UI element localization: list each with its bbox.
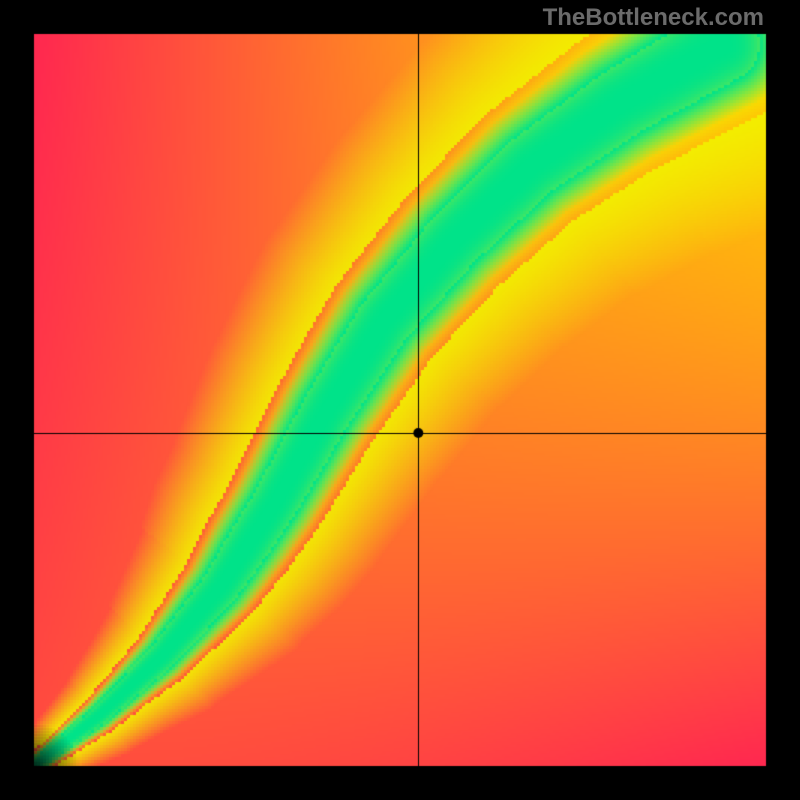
bottleneck-heatmap-canvas	[0, 0, 800, 800]
chart-container: TheBottleneck.com	[0, 0, 800, 800]
watermark-text: TheBottleneck.com	[543, 4, 764, 32]
